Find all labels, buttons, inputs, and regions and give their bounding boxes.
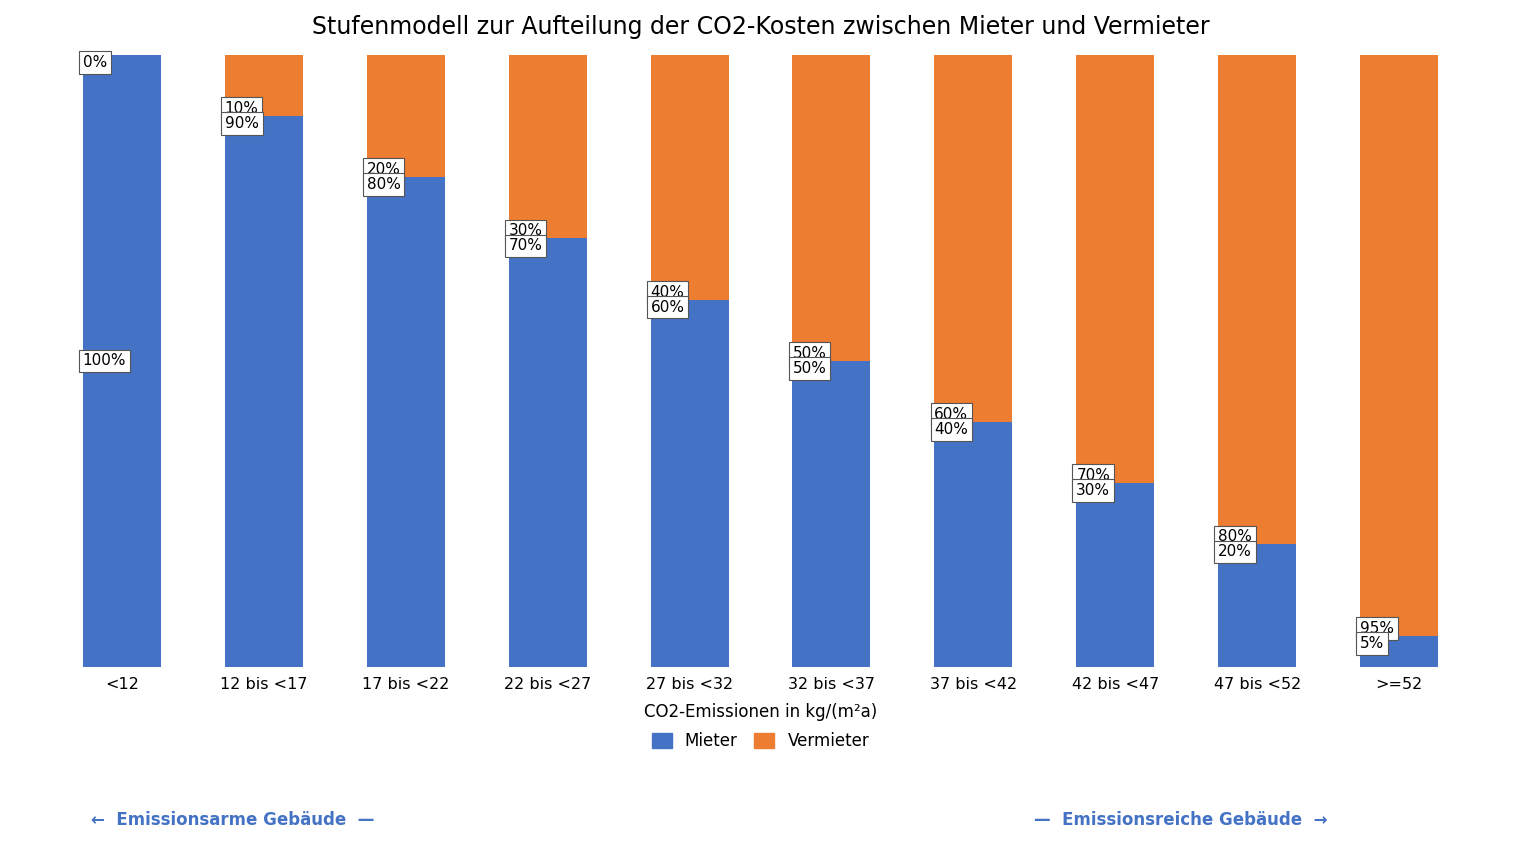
Text: 40%: 40%	[934, 422, 969, 437]
Title: Stufenmodell zur Aufteilung der CO2-Kosten zwischen Mieter und Vermieter: Stufenmodell zur Aufteilung der CO2-Kost…	[312, 15, 1209, 39]
Bar	[792, 361, 870, 667]
Bar	[934, 55, 1013, 422]
Text: 100%: 100%	[82, 354, 126, 368]
Text: 90%: 90%	[225, 116, 259, 131]
Bar	[651, 300, 729, 667]
Text: 95%: 95%	[1360, 621, 1395, 636]
Text: ←  Emissionsarme Gebäude  —: ← Emissionsarme Gebäude —	[91, 811, 374, 829]
Bar	[225, 55, 303, 116]
Bar	[225, 116, 303, 667]
Text: 50%: 50%	[792, 346, 826, 361]
Text: 70%: 70%	[1077, 468, 1110, 484]
Text: 20%: 20%	[367, 163, 400, 177]
Bar	[82, 55, 161, 667]
Bar	[508, 55, 587, 239]
Bar	[1077, 55, 1154, 484]
Text: 50%: 50%	[792, 361, 826, 376]
X-axis label: CO2-Emissionen in kg/(m²a): CO2-Emissionen in kg/(m²a)	[643, 703, 878, 721]
Bar	[1218, 544, 1296, 667]
Text: 0%: 0%	[82, 55, 106, 70]
Bar	[792, 55, 870, 361]
Text: 80%: 80%	[1218, 529, 1252, 544]
Text: —  Emissionsreiche Gebäude  →: — Emissionsreiche Gebäude →	[1034, 811, 1328, 829]
Bar	[651, 55, 729, 300]
Text: 60%: 60%	[934, 407, 969, 422]
Text: 70%: 70%	[508, 239, 543, 253]
Bar	[367, 55, 444, 177]
Text: 30%: 30%	[508, 223, 543, 239]
Bar	[367, 177, 444, 667]
Text: 40%: 40%	[651, 285, 684, 300]
Text: 30%: 30%	[1077, 484, 1110, 498]
Bar	[1077, 484, 1154, 667]
Text: 10%: 10%	[225, 101, 259, 116]
Bar	[1360, 636, 1439, 667]
Text: 20%: 20%	[1218, 544, 1252, 560]
Bar	[934, 422, 1013, 667]
Bar	[1218, 55, 1296, 544]
Bar	[1360, 55, 1439, 636]
Text: 5%: 5%	[1360, 636, 1384, 651]
Bar	[508, 239, 587, 667]
Legend: Mieter, Vermieter: Mieter, Vermieter	[645, 725, 876, 757]
Text: 80%: 80%	[367, 177, 400, 193]
Text: 60%: 60%	[651, 300, 684, 315]
